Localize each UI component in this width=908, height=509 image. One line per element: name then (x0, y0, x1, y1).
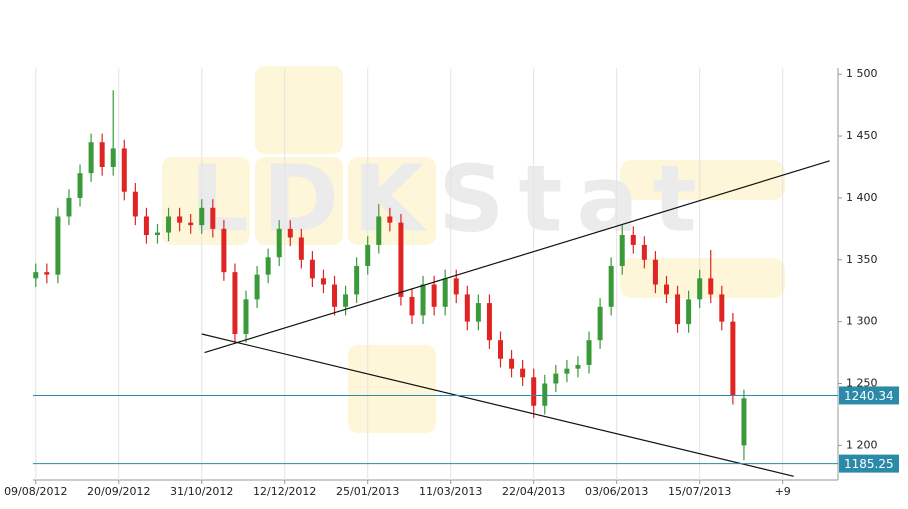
level-label: 1185.25 (844, 457, 894, 471)
x-tick-label: +9 (775, 485, 791, 498)
watermark-tile (162, 157, 250, 245)
candle-body (110, 148, 116, 167)
x-tick-label: 31/10/2012 (170, 485, 233, 498)
candle-body (442, 278, 448, 307)
candle-body (254, 274, 260, 300)
y-tick-label: 1 450 (846, 129, 878, 142)
x-tick-label: 12/12/2012 (253, 485, 316, 498)
x-tick-label: 25/01/2013 (336, 485, 399, 498)
candle-body (210, 207, 216, 229)
candle-body (309, 259, 315, 279)
candle-body (376, 216, 382, 245)
watermark-tile (348, 345, 436, 433)
candle-body (520, 368, 526, 378)
x-tick-label: 03/06/2013 (585, 485, 648, 498)
y-tick-label: 1 350 (846, 253, 878, 266)
y-tick-label: 1 500 (846, 67, 878, 80)
candle-body (243, 299, 249, 335)
candle-body (498, 340, 504, 359)
level-label-box (839, 386, 899, 405)
watermark-bar (620, 258, 785, 298)
candle-body (431, 284, 437, 307)
x-tick-label: 11/03/2013 (419, 485, 482, 498)
y-tick-label: 1 400 (846, 191, 878, 204)
candle-body (88, 142, 94, 174)
candle-body (77, 173, 83, 198)
level-label-box (839, 454, 899, 473)
candle-body (343, 294, 349, 307)
candle-body (287, 228, 293, 238)
candle-body (553, 373, 559, 384)
candle-body (619, 235, 625, 266)
candle-body (697, 278, 703, 300)
candle-body (33, 272, 39, 279)
candle-body (55, 216, 61, 275)
watermark-tile (348, 157, 436, 245)
candle-body (597, 306, 603, 341)
candle-body (387, 216, 393, 223)
y-tick-label: 1 250 (846, 376, 878, 389)
level-label: 1240.34 (844, 389, 894, 403)
x-tick-label: 20/09/2012 (87, 485, 150, 498)
candle-body (719, 294, 725, 322)
x-tick-label: 22/04/2013 (502, 485, 565, 498)
watermark-tile (255, 66, 343, 154)
candle-body (486, 303, 492, 341)
candle-body (143, 216, 149, 236)
candle-body (475, 303, 481, 322)
candle-body (531, 377, 537, 406)
candle-body (154, 232, 160, 236)
candle-body (166, 216, 172, 233)
candle-body (630, 235, 636, 245)
candle-body (320, 278, 326, 285)
watermark-bar (620, 160, 785, 200)
candle-body (608, 265, 614, 307)
candle-body (44, 272, 50, 275)
watermark: LDKStat (190, 145, 711, 252)
x-tick-label: 09/08/2012 (4, 485, 67, 498)
candle-body (575, 364, 581, 369)
candle-body (177, 216, 183, 223)
candle-body (675, 294, 681, 325)
candle-body (132, 191, 138, 217)
candle-body (641, 244, 647, 260)
candle-body (663, 284, 669, 295)
candle-body (265, 257, 271, 275)
candle-body (464, 294, 470, 322)
watermark-group: LDKStat (162, 66, 785, 433)
candle-body (365, 244, 371, 266)
candle-body (708, 278, 714, 295)
candle-body (686, 299, 692, 325)
candle-body (99, 142, 105, 167)
trendline (201, 333, 794, 477)
candle-body (564, 368, 570, 374)
candle-body (409, 296, 415, 316)
candle-body (232, 272, 238, 335)
candle-body (332, 284, 338, 307)
candle-body (188, 222, 194, 226)
candle-body (199, 207, 205, 226)
candle-body (398, 222, 404, 297)
candle-body (509, 358, 515, 369)
candle-body (354, 265, 360, 295)
y-tick-label: 1 300 (846, 315, 878, 328)
watermark-tile (255, 157, 343, 245)
candle-body (66, 197, 72, 217)
candle-body (420, 284, 426, 316)
trendline (204, 160, 830, 354)
candle-body (542, 383, 548, 406)
candle-body (453, 278, 459, 295)
candle-body (298, 237, 304, 260)
candle-body (741, 398, 747, 446)
candle-body (121, 148, 127, 192)
candle-body (276, 228, 282, 258)
candle-body (586, 340, 592, 365)
candle-body (652, 259, 658, 285)
x-tick-label: 15/07/2013 (668, 485, 731, 498)
y-tick-label: 1 200 (846, 438, 878, 451)
candle-body (221, 228, 227, 273)
candle-body (730, 321, 736, 396)
